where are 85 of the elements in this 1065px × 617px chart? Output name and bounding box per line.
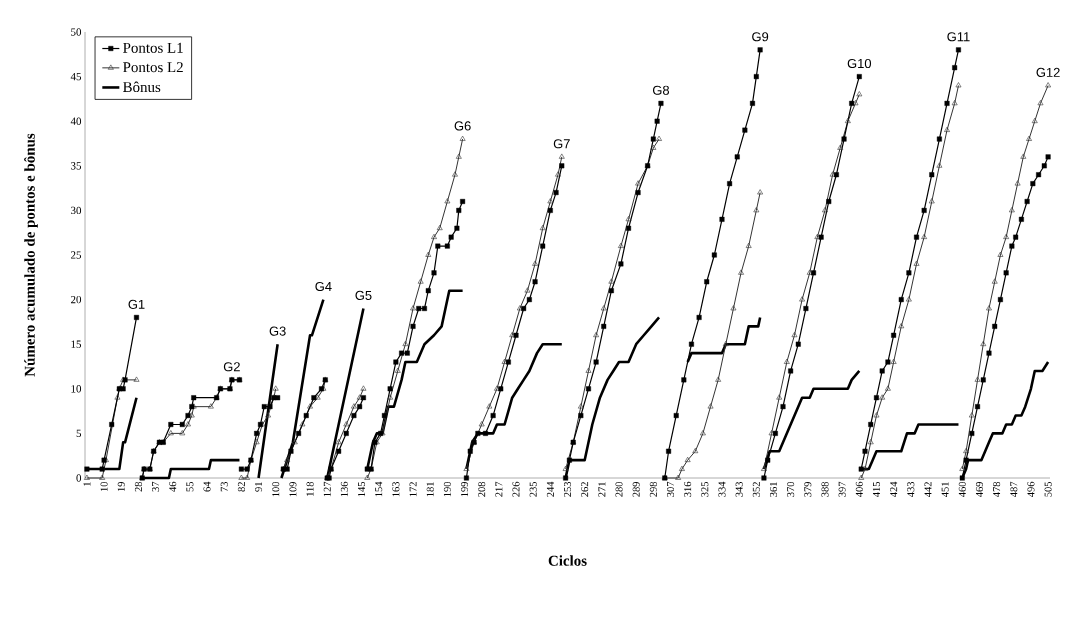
x-tick-label: 181 [426, 482, 434, 497]
legend-label: Pontos L2 [123, 62, 183, 73]
x-tick-label: 352 [752, 482, 760, 497]
x-tick-label: 370 [787, 481, 795, 497]
x-tick-label: 298 [649, 481, 657, 497]
x-tick-label: 397 [838, 481, 846, 497]
x-tick-label: 289 [632, 481, 640, 497]
x-tick-label: 190 [443, 481, 451, 497]
y-tick-label: 5 [76, 429, 82, 438]
x-tick-label: 172 [409, 482, 417, 497]
annotation: G10 [847, 58, 872, 69]
x-tick-label: 334 [718, 481, 726, 497]
legend-label: Pontos L1 [123, 42, 183, 53]
x-tick-label: 280 [615, 481, 623, 497]
x-tick-label: 118 [306, 481, 314, 496]
x-tick-label: 64 [203, 481, 211, 492]
x-tick-label: 235 [529, 481, 537, 497]
x-tick-label: 37 [152, 481, 160, 492]
annotation: G5 [355, 290, 372, 300]
y-tick-label: 45 [70, 72, 82, 81]
y-tick-label: 40 [70, 117, 82, 125]
y-tick-label: 30 [71, 206, 82, 215]
x-tick-label: 91 [255, 482, 263, 492]
x-tick-label: 433 [907, 481, 915, 498]
x-tick-label: 217 [495, 481, 503, 497]
annotation: G8 [652, 85, 670, 95]
x-tick-label: 388 [821, 481, 829, 497]
y-tick-label: 10 [71, 385, 82, 393]
x-tick-label: 379 [804, 481, 812, 497]
x-tick-label: 478 [993, 481, 1001, 498]
x-tick-label: 361 [769, 482, 777, 497]
annotation: G6 [454, 121, 471, 131]
y-tick-label: 50 [71, 28, 82, 36]
x-tick-label: 46 [169, 481, 177, 492]
annotation: G4 [315, 281, 332, 292]
legend-label: Bônus [123, 81, 161, 93]
x-tick-label: 145 [358, 481, 366, 497]
x-tick-label: 100 [272, 481, 280, 497]
annotation: G1 [128, 299, 145, 309]
x-tick-label: 199 [461, 481, 469, 497]
x-tick-label: 208 [478, 481, 486, 497]
x-tick-label: 487 [1010, 481, 1018, 498]
x-tick-label: 55 [186, 481, 194, 492]
x-tick-label: 451 [941, 482, 949, 498]
x-tick-label: 10 [100, 481, 108, 492]
x-axis-title: Ciclos [548, 555, 587, 566]
y-tick-label: 35 [71, 162, 82, 170]
x-tick-label: 244 [546, 481, 554, 497]
x-tick-label: 316 [684, 481, 692, 497]
x-tick-label: 496 [1027, 481, 1035, 498]
annotation: G7 [553, 139, 570, 149]
x-tick-label: 406 [855, 481, 863, 498]
annotation: G2 [223, 362, 240, 372]
y-axis-title: Número acumulado de pontos e bônus [24, 133, 38, 377]
x-tick-label: 19 [117, 481, 125, 492]
x-tick-label: 163 [392, 481, 400, 497]
annotation: G3 [269, 326, 286, 336]
y-tick-label: 20 [71, 295, 82, 304]
annotation: G11 [947, 32, 970, 42]
x-tick-label: 226 [512, 481, 520, 497]
annotation: G12 [1036, 67, 1060, 77]
x-tick-label: 343 [735, 481, 743, 497]
x-tick-label: 307 [666, 481, 675, 497]
y-tick-label: 0 [76, 474, 82, 482]
y-tick-label: 15 [71, 340, 82, 348]
x-tick-label: 460 [958, 481, 966, 498]
x-tick-label: 271 [598, 482, 606, 497]
x-tick-label: 442 [924, 482, 932, 498]
x-tick-label: 469 [975, 481, 983, 498]
x-tick-label: 262 [581, 482, 589, 497]
annotation: G9 [752, 32, 769, 42]
x-tick-label: 154 [375, 481, 383, 497]
x-tick-label: 505 [1044, 481, 1052, 497]
x-tick-label: 127 [323, 481, 331, 497]
x-tick-label: 424 [890, 481, 898, 498]
x-tick-label: 136 [340, 481, 348, 497]
x-tick-label: 325 [701, 481, 709, 497]
x-tick-label: 28 [134, 481, 142, 492]
x-tick-label: 109 [289, 481, 297, 497]
x-tick-label: 1 [83, 482, 91, 486]
x-tick-label: 415 [872, 481, 880, 498]
x-tick-label: 82 [237, 482, 245, 492]
y-tick-label: 25 [71, 251, 82, 259]
x-tick-label: 73 [220, 481, 228, 492]
x-tick-label: 253 [564, 481, 572, 497]
